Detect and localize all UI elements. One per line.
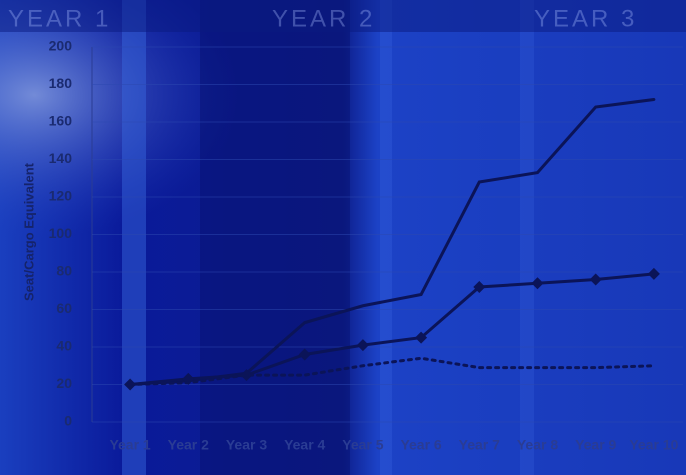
series-line: [128, 356, 656, 386]
y-tick-label: 20: [56, 375, 72, 391]
stripe: [122, 0, 146, 475]
banner-label: YEAR 3: [534, 5, 637, 32]
x-tick-label: Year 1: [109, 437, 150, 453]
y-tick-label: 40: [56, 338, 72, 354]
y-axis-title: Seat/Cargo Equivalent: [21, 162, 36, 301]
y-tick-label: 200: [49, 38, 73, 54]
x-tick-label: Year 9: [575, 437, 616, 453]
x-tick-label: Year 10: [629, 437, 678, 453]
stripe: [520, 0, 534, 475]
x-tick-label: Year 2: [168, 437, 209, 453]
x-tick-label: Year 3: [226, 437, 267, 453]
x-tick-label: Year 6: [400, 437, 441, 453]
y-tick-label: 140: [49, 150, 73, 166]
stripe: [200, 0, 350, 475]
x-tick-label: Year 5: [342, 437, 383, 453]
x-tick-label: Year 8: [517, 437, 558, 453]
series-line: [128, 272, 656, 386]
y-tick-label: 80: [56, 263, 72, 279]
banner-label: YEAR 2: [272, 5, 375, 32]
marker: [473, 281, 486, 293]
x-tick-label: Year 4: [284, 437, 325, 453]
banner-label: YEAR 1: [8, 5, 111, 32]
marker: [298, 348, 311, 361]
marker: [356, 339, 369, 352]
y-tick-label: 180: [49, 75, 73, 91]
marker: [531, 277, 544, 290]
marker: [647, 267, 660, 280]
y-tick-label: 100: [49, 225, 73, 241]
x-tick-label: Year 7: [459, 437, 500, 453]
y-tick-label: 160: [49, 113, 73, 129]
banner-bar: [0, 0, 686, 32]
stripe: [380, 0, 392, 475]
marker: [415, 331, 428, 344]
marker: [589, 273, 602, 286]
marker: [240, 369, 253, 382]
y-tick-label: 120: [49, 188, 73, 204]
y-tick-label: 60: [56, 300, 72, 316]
y-tick-label: 0: [64, 413, 72, 429]
